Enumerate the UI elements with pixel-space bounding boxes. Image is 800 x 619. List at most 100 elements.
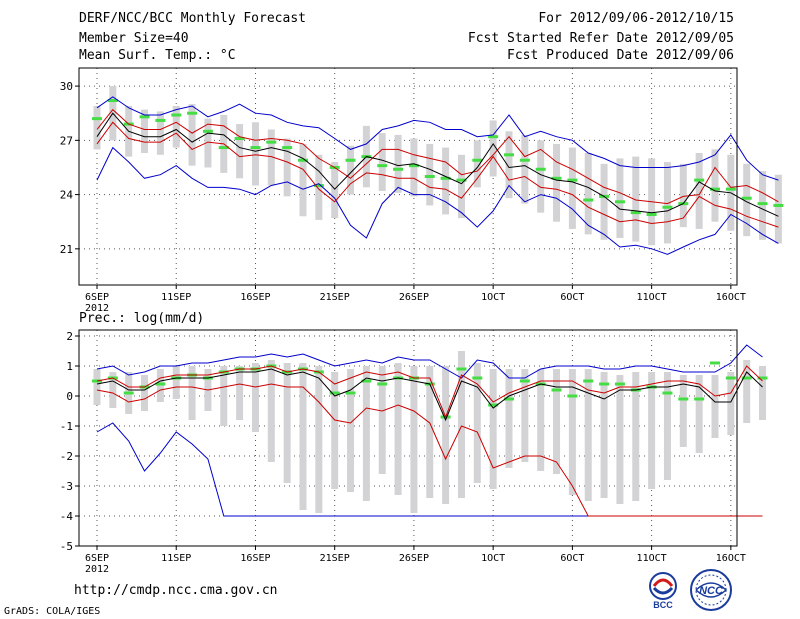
temp-clim-mark [218, 146, 229, 150]
temp-box [521, 134, 529, 204]
temp-clim-mark [551, 176, 562, 180]
prec-clim-mark [488, 403, 499, 407]
bcc-logo-text: BCC [653, 600, 673, 610]
chart-title: DERF/NCC/BCC Monthly Forecast [79, 11, 306, 26]
prec-clim-mark [456, 367, 467, 371]
temp-box [632, 156, 640, 242]
temp-box [457, 154, 465, 219]
produced-date-label: Fcst Produced Date 2012/09/06 [507, 48, 734, 63]
temp-clim-mark [313, 184, 324, 188]
temp-clim-mark [662, 205, 673, 209]
prec-median-line [96, 368, 763, 422]
temp-box [679, 163, 687, 228]
temperature-panel: 21 24 27 30 6SEP 11SEP 16SEP 21SEP 26SEP 1OCT 6OCT… [60, 67, 784, 314]
prec-xtick-label: 16SEP [240, 553, 270, 564]
temp-xtick-label: 6SEP [85, 292, 109, 303]
temp-box [426, 143, 434, 206]
temp-box [251, 122, 259, 186]
temp-box [347, 145, 355, 195]
temp-clim-mark [504, 153, 514, 157]
temp-box [331, 162, 339, 219]
prec-box [394, 363, 402, 495]
prec-box [648, 372, 656, 489]
prec-clim-mark [725, 376, 736, 380]
prec-box [109, 372, 117, 408]
temp-frame [78, 67, 738, 286]
temp-clim-mark [202, 129, 213, 133]
prec-box [315, 366, 323, 513]
temp-clim-mark [171, 113, 182, 117]
prec-box [711, 375, 719, 438]
prec-clim-mark [123, 391, 134, 395]
prec-box [283, 363, 291, 483]
ncc-logo-text: NCC [699, 585, 724, 597]
temp-clim-mark [757, 202, 768, 206]
temp-xtick-label: 16SEP [240, 292, 270, 303]
prec-clim-mark [599, 382, 610, 386]
temp-max-line [96, 146, 779, 255]
temp-clim-mark [393, 167, 404, 171]
prec-ytick-label: 1 [66, 360, 73, 373]
prec-box [537, 369, 545, 471]
prec-ytick-label: -1 [60, 420, 73, 433]
temp-clim-mark [456, 178, 467, 182]
prec-box [759, 366, 767, 420]
temp-box [711, 149, 719, 222]
prec-box [695, 375, 703, 453]
temp-clim-mark [234, 137, 245, 141]
temp-box [695, 152, 703, 229]
prec-clim-mark [345, 391, 356, 395]
prec-ytick-label: 2 [66, 330, 73, 343]
temp-box [553, 143, 561, 222]
temp-box [537, 140, 545, 213]
temp-upper-quartile-line [96, 108, 779, 205]
prec-box [521, 369, 529, 462]
temp-box [616, 158, 624, 238]
temp-clim-mark [741, 196, 752, 200]
prec-xtick-label: 11OCT [637, 553, 667, 564]
temp-clim-mark [630, 211, 641, 215]
temp-clim-mark [139, 115, 150, 119]
temp-xtick-label: 26SEP [399, 292, 429, 303]
prec-frame [78, 329, 738, 547]
temp-clim-mark [725, 187, 736, 191]
temp-ytick-label: 24 [60, 189, 74, 202]
prec-box [584, 369, 592, 501]
temp-box [93, 105, 101, 150]
temp-clim-mark [377, 164, 388, 168]
prec-clim-mark [614, 382, 625, 386]
prec-box [743, 360, 751, 423]
temp-clim-mark [408, 164, 419, 168]
temp-ytick-label: 27 [60, 134, 73, 147]
temp-box [394, 134, 402, 193]
temp-xtick-label: 21SEP [320, 292, 350, 303]
prec-max-line [96, 344, 763, 379]
temp-box [236, 124, 244, 179]
prec-xtick-label: 11SEP [161, 553, 191, 564]
variable-label: Mean Surf. Temp.: °C [79, 48, 236, 63]
source-url[interactable]: http://cmdp.ncc.cma.gov.cn [74, 583, 278, 598]
temp-box [267, 129, 275, 186]
prec-clim-mark [551, 388, 562, 392]
temp-year-label: 2012 [85, 303, 109, 314]
prec-clim-mark [519, 379, 530, 383]
temp-xtick-label: 11OCT [637, 292, 667, 303]
temp-lower-quartile-line [96, 121, 779, 228]
prec-box [600, 372, 608, 498]
temp-xtick-label: 16OCT [716, 292, 746, 303]
temp-median-line [96, 112, 779, 217]
prec-xtick-label: 16OCT [716, 553, 746, 564]
prec-clim-mark [329, 391, 340, 395]
prec-ytick-label: -3 [60, 480, 73, 493]
temp-clim-mark [773, 203, 784, 207]
prec-box [616, 375, 624, 504]
temp-box [410, 138, 418, 197]
prec-box [331, 372, 339, 489]
temp-clim-mark [488, 135, 499, 139]
prec-box [553, 369, 561, 474]
prec-clim-mark [583, 379, 594, 383]
temp-xtick-label: 6OCT [560, 292, 584, 303]
prec-xtick-label: 21SEP [320, 553, 350, 564]
temp-box [283, 138, 291, 197]
